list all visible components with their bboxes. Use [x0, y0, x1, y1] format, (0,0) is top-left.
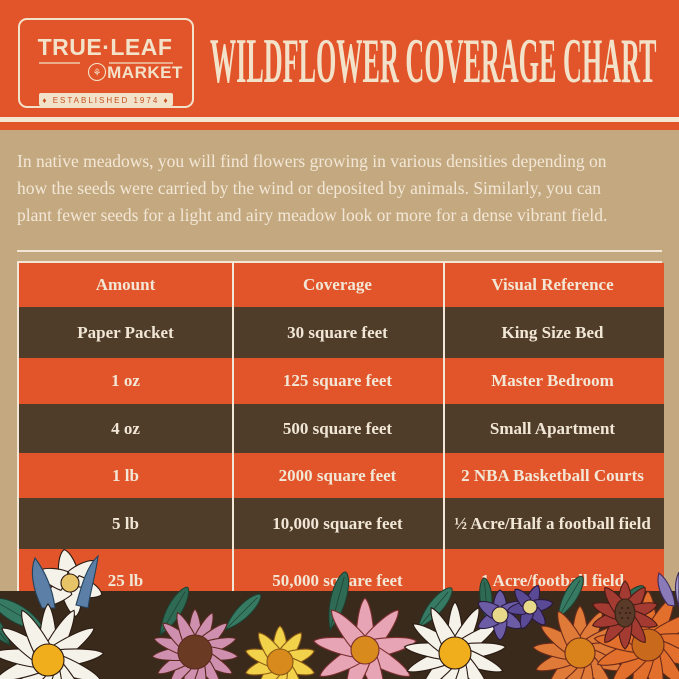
- svg-text:⚘: ⚘: [93, 68, 102, 79]
- svg-text:MARKET: MARKET: [107, 63, 183, 82]
- svg-text:♦ ESTABLISHED 1974 ♦: ♦ ESTABLISHED 1974 ♦: [42, 96, 169, 105]
- svg-text:TRUE·LEAF: TRUE·LEAF: [38, 34, 173, 60]
